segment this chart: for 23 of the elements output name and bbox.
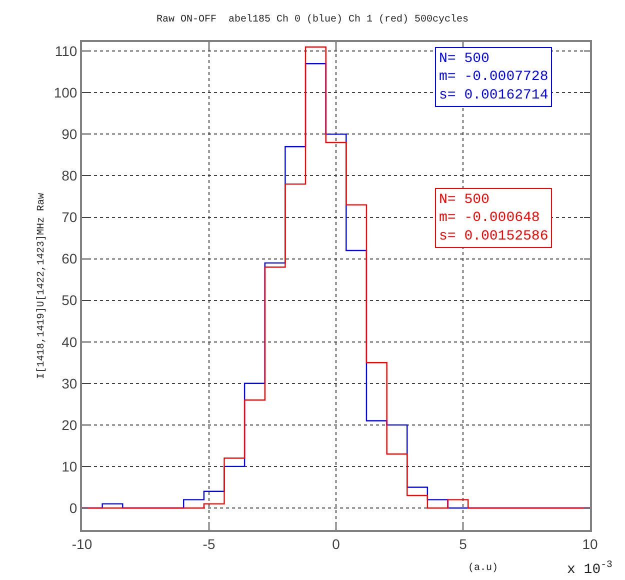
y-tick-label: 10 xyxy=(62,458,78,474)
y-tick-label: 110 xyxy=(54,43,78,60)
x-tick-label: 5 xyxy=(459,536,468,552)
y-tick-label: 40 xyxy=(62,334,78,350)
x-tick-label: 0 xyxy=(332,536,340,552)
y-tick-label: 70 xyxy=(62,209,78,226)
x-tick-label: 10 xyxy=(582,536,598,552)
y-tick-label: 0 xyxy=(69,500,78,516)
x-tick-label: -5 xyxy=(202,536,216,552)
annotation: N= 500 m= -0.0007728 s= 0.00162714 xyxy=(439,51,548,104)
text: x 10$^{-3}$ xyxy=(567,559,612,578)
x-axis-title: (a.u) xyxy=(468,562,498,574)
y-tick-label: 50 xyxy=(62,292,78,308)
y-tick-label: 60 xyxy=(62,250,78,267)
y-tick-label: 30 xyxy=(62,375,78,392)
chart-title: Raw ON-OFF abel185 Ch 0 (blue) Ch 1 (red) 500cycles xyxy=(156,14,469,26)
y-tick-label: 90 xyxy=(62,126,78,142)
y-tick-label: 20 xyxy=(62,416,78,433)
annotation: N= 500 m= -0.000648 s= 0.00152586 xyxy=(439,192,548,244)
y-axis-title: I[1418,1419]U[1422,1423]MHz Raw xyxy=(35,192,48,380)
y-tick-label: 100 xyxy=(54,84,78,101)
x-tick-label: -10 xyxy=(72,536,92,552)
y-tick-label: 80 xyxy=(62,168,78,184)
